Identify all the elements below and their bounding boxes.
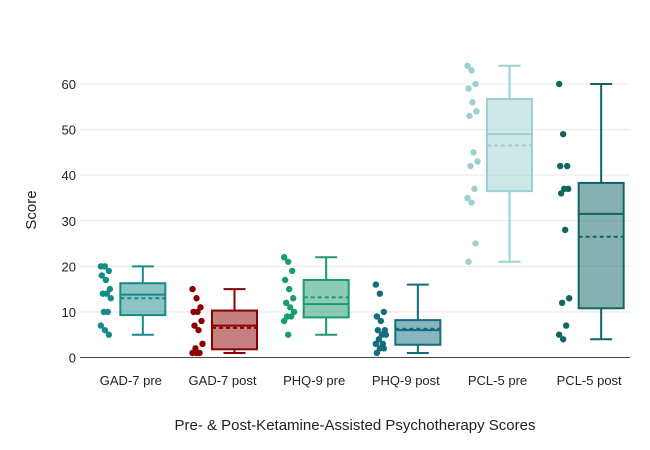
data-point xyxy=(464,62,471,69)
data-point xyxy=(101,326,109,334)
data-point xyxy=(195,326,202,334)
data-point xyxy=(372,340,380,348)
data-point xyxy=(471,185,478,193)
data-point xyxy=(468,199,475,206)
data-point xyxy=(468,67,475,74)
data-point xyxy=(376,290,384,297)
data-point xyxy=(288,267,296,275)
y-tick-label: 50 xyxy=(62,123,76,138)
y-tick-label: 20 xyxy=(62,259,76,274)
data-point xyxy=(375,336,383,343)
x-tick-label: PHQ-9 post xyxy=(372,373,440,388)
data-point xyxy=(564,185,572,193)
data-point xyxy=(189,285,196,293)
data-point xyxy=(106,285,114,293)
data-point xyxy=(382,331,390,338)
data-point xyxy=(197,304,204,311)
data-point xyxy=(473,108,480,115)
data-point xyxy=(556,162,564,170)
data-point xyxy=(105,267,113,275)
data-point xyxy=(284,331,292,338)
data-point xyxy=(373,313,381,320)
data-point xyxy=(555,80,563,88)
data-point xyxy=(465,258,472,265)
data-point xyxy=(193,349,200,357)
data-point xyxy=(280,254,288,261)
data-point xyxy=(105,331,113,338)
y-tick-label: 60 xyxy=(62,77,76,92)
data-point xyxy=(469,99,476,106)
data-point xyxy=(104,308,112,316)
data-point xyxy=(199,340,206,348)
data-point xyxy=(103,290,111,297)
data-point xyxy=(561,226,569,234)
x-tick-label: PCL-5 post xyxy=(557,373,622,388)
data-point xyxy=(290,308,298,316)
x-tick-label: PCL-5 pre xyxy=(468,373,527,388)
y-tick-label: 30 xyxy=(62,214,76,229)
data-point xyxy=(377,317,385,325)
data-point xyxy=(465,85,472,92)
data-point xyxy=(282,299,290,306)
data-point xyxy=(101,263,109,270)
x-axis-title: Pre- & Post-Ketamine-Assisted Psychother… xyxy=(175,417,536,434)
box-phq-9-post xyxy=(394,319,442,346)
x-tick-label: GAD-7 post xyxy=(189,373,257,388)
data-point xyxy=(559,130,567,138)
data-point xyxy=(374,326,382,334)
data-point xyxy=(284,258,292,265)
data-point xyxy=(563,162,571,170)
data-point xyxy=(198,317,205,325)
data-point xyxy=(191,322,198,329)
data-point xyxy=(562,322,570,329)
box-phq-9-pre xyxy=(302,279,350,319)
data-point xyxy=(281,276,289,284)
data-point xyxy=(107,295,115,302)
data-point xyxy=(285,285,293,293)
data-point xyxy=(289,295,297,302)
data-point xyxy=(472,240,479,247)
y-tick-label: 40 xyxy=(62,168,76,183)
box-pcl-5-post xyxy=(577,181,625,310)
data-point xyxy=(472,80,479,88)
data-point xyxy=(193,295,200,302)
data-point xyxy=(555,331,563,338)
y-tick-label: 10 xyxy=(62,305,76,320)
data-point xyxy=(286,304,294,311)
data-point xyxy=(464,194,471,202)
data-point xyxy=(470,149,477,156)
data-point xyxy=(474,158,481,165)
data-point xyxy=(194,308,201,316)
data-point xyxy=(280,317,288,325)
x-tick-label: PHQ-9 pre xyxy=(283,373,345,388)
data-point xyxy=(558,299,566,306)
data-point xyxy=(466,112,473,120)
data-point xyxy=(467,162,474,170)
data-point xyxy=(380,308,388,316)
data-point xyxy=(287,313,295,320)
data-point xyxy=(557,190,565,197)
data-point xyxy=(559,336,567,343)
y-axis-title: Score xyxy=(23,190,40,229)
data-point xyxy=(565,295,573,302)
data-point xyxy=(98,272,106,279)
data-point xyxy=(102,276,110,284)
x-tick-label: GAD-7 pre xyxy=(100,373,162,388)
data-point xyxy=(373,349,381,357)
box-gad-7-post xyxy=(211,309,258,351)
data-point xyxy=(97,322,105,329)
data-point xyxy=(380,345,388,352)
y-tick-label: 0 xyxy=(69,351,76,366)
data-point xyxy=(372,281,380,288)
